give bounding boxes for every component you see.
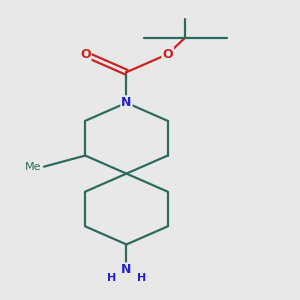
Text: O: O [162, 48, 173, 61]
Text: N: N [121, 263, 132, 276]
Text: H: H [107, 273, 116, 283]
Text: H: H [136, 273, 146, 283]
Text: Me: Me [25, 162, 41, 172]
Text: N: N [121, 96, 132, 109]
Text: O: O [80, 48, 91, 61]
